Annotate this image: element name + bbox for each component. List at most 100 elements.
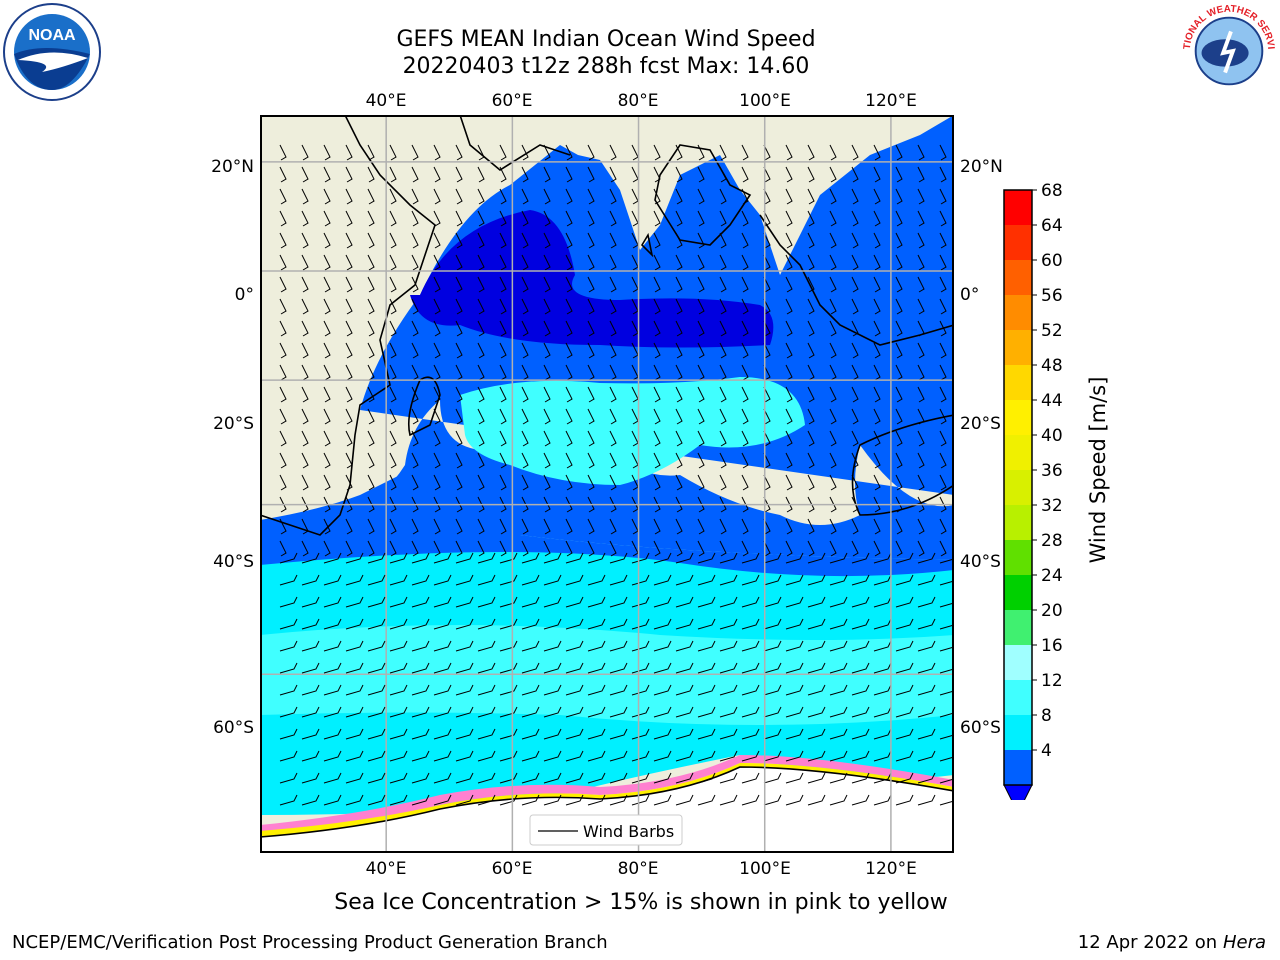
wind-barb (807, 662, 826, 674)
wind-barb (807, 342, 815, 359)
wind-barb (807, 254, 815, 271)
wind-barb (301, 640, 320, 652)
wind-barb (477, 342, 485, 359)
wind-barb (279, 386, 287, 403)
wind-barb (895, 728, 914, 740)
wind-barb (565, 574, 584, 586)
wind-barb (477, 596, 496, 608)
wind-barb (917, 596, 936, 608)
colorbar-label: Wind Speed [m/s] (1086, 377, 1110, 564)
wind-barb (851, 518, 859, 535)
wind-barb (675, 596, 694, 608)
wind-barb (411, 772, 430, 784)
colorbar-tick-label: 36 (1041, 461, 1063, 481)
wind-barb (279, 662, 298, 674)
wind-barb (587, 364, 595, 381)
lon-tick-bottom: 40°E (366, 859, 407, 879)
lon-tick-bottom: 120°E (865, 859, 917, 879)
wind-barb (455, 210, 463, 227)
wind-barb (895, 298, 903, 315)
wind-barb (323, 144, 331, 161)
wind-barb (697, 144, 705, 161)
wind-barb (301, 750, 320, 762)
colorbar-segment (1004, 190, 1032, 225)
wind-barb (521, 684, 540, 696)
wind-barb (807, 298, 815, 315)
wind-barb (631, 772, 650, 784)
wind-barb (411, 276, 419, 293)
wind-barb (653, 386, 661, 403)
wind-barb (455, 574, 474, 586)
wind-barb (367, 452, 375, 469)
wind-barb (433, 342, 441, 359)
wind-barb (587, 320, 595, 337)
wind-barb (719, 144, 727, 161)
wind-barb (609, 662, 628, 674)
wind-barb (829, 496, 837, 513)
wind-barb (367, 386, 375, 403)
wind-barbs-legend: Wind Barbs (529, 814, 683, 846)
wind-barb (675, 640, 694, 652)
wind-barb (499, 166, 507, 183)
wind-barb (917, 386, 925, 403)
wind-barb (521, 144, 529, 161)
wind-barb (499, 794, 518, 806)
wind-barb (389, 662, 408, 674)
wind-barb (895, 188, 903, 205)
wind-barb (455, 254, 463, 271)
wind-barb (411, 298, 419, 315)
wind-barb (851, 144, 859, 161)
wind-barb (939, 540, 947, 557)
wind-barb (543, 552, 562, 564)
wind-barb (521, 386, 529, 403)
wind-barb (939, 557, 954, 564)
wind-barb (301, 474, 309, 491)
wind-barb (323, 684, 342, 696)
wind-barb (719, 750, 738, 762)
wind-barb (389, 188, 397, 205)
wind-barb (389, 540, 397, 557)
noaa-logo: NOAA (3, 3, 101, 101)
wind-barb (609, 364, 617, 381)
wind-barb (631, 684, 650, 696)
wind-barb (807, 574, 826, 586)
wind-barb (301, 232, 309, 249)
colorbar-tick-label: 4 (1041, 741, 1052, 761)
wind-barb (455, 320, 463, 337)
wind-barb (455, 298, 463, 315)
lon-tick-bottom: 60°E (492, 859, 533, 879)
wind-barb (389, 618, 408, 630)
wind-barb (411, 342, 419, 359)
wind-barb (543, 728, 562, 740)
wind-barb (675, 254, 683, 271)
wind-barb (697, 540, 705, 557)
wind-barb (301, 298, 309, 315)
wind-barb (389, 496, 397, 513)
wind-barb (301, 408, 309, 425)
wind-barb (697, 496, 705, 513)
wind-barb (631, 574, 650, 586)
wind-barb (543, 640, 562, 652)
wind-barb (323, 552, 342, 564)
wind-barb (653, 596, 672, 608)
lon-tick-top: 100°E (739, 91, 791, 111)
wind-barb (719, 166, 727, 183)
wind-barb (455, 408, 463, 425)
wind-barb (367, 794, 386, 806)
wind-barb (895, 320, 903, 337)
lon-tick-top: 120°E (865, 91, 917, 111)
wind-barb (411, 640, 430, 652)
wind-barb (653, 210, 661, 227)
wind-barb (433, 298, 441, 315)
wind-barb (895, 618, 914, 630)
wind-barb (873, 618, 892, 630)
wind-barb (851, 728, 870, 740)
wind-barb (301, 662, 320, 674)
wind-barb (323, 232, 331, 249)
wind-barb (609, 210, 617, 227)
wind-barb (455, 640, 474, 652)
wind-barb (895, 574, 914, 586)
wind-barb (521, 452, 529, 469)
wind-barb (873, 574, 892, 586)
wind-barb (719, 298, 727, 315)
